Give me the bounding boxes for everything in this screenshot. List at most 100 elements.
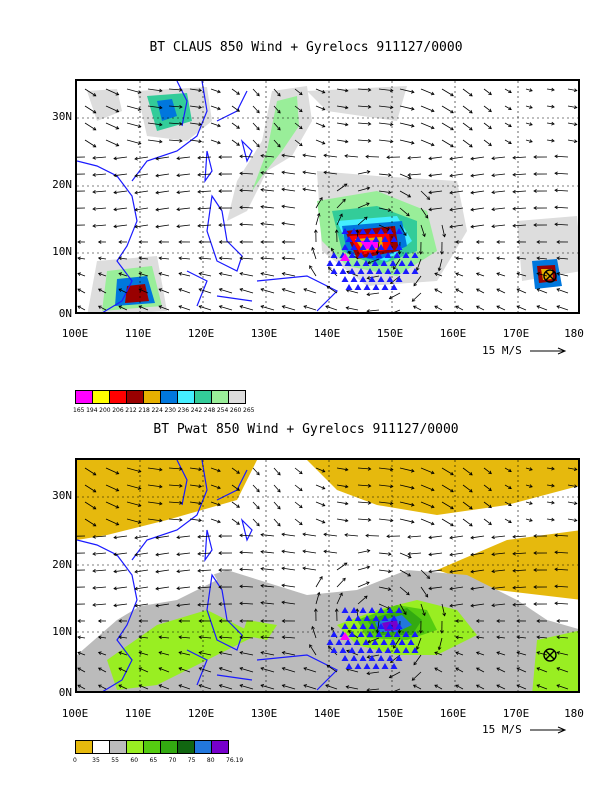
wind-arrow <box>219 272 233 277</box>
wind-arrow <box>189 518 202 521</box>
wind-arrow-head <box>551 500 555 505</box>
wind-arrow-head <box>97 272 102 276</box>
wind-arrow <box>378 122 393 125</box>
wind-arrow <box>260 172 275 175</box>
wind-arrow-head <box>424 593 429 598</box>
wind-arrow <box>399 122 414 127</box>
wind-arrow-head <box>97 684 102 688</box>
wind-arrow <box>399 552 412 558</box>
wind-arrow-head <box>470 173 474 178</box>
wind-arrow-head <box>97 288 102 292</box>
wind-arrow-head <box>155 173 159 178</box>
wind-arrow-head <box>77 305 81 309</box>
wind-arrow-head <box>92 472 97 476</box>
wind-arrow <box>556 272 569 277</box>
wind-arrow <box>239 568 254 571</box>
wind-arrow-head <box>134 603 138 608</box>
wind-arrow-head <box>134 552 138 557</box>
wind-arrow-head <box>256 143 260 148</box>
wind-arrow <box>155 173 170 177</box>
grid-lines <box>77 460 578 691</box>
wind-arrow-head <box>389 467 394 472</box>
wind-arrow <box>252 467 260 476</box>
wind-arrow-head <box>334 608 339 612</box>
gyre-location-marker <box>341 655 349 661</box>
wind-arrow <box>357 484 371 487</box>
wind-arrow-head <box>311 246 315 251</box>
wind-arrow-head <box>389 105 394 110</box>
wind-arrow-head <box>366 186 371 191</box>
wind-arrow <box>77 288 86 294</box>
wind-arrow-head <box>197 189 201 194</box>
wind-arrow <box>92 207 107 210</box>
wind-arrow <box>147 88 162 92</box>
wind-arrow-head <box>529 122 533 126</box>
wind-arrow-head <box>449 190 453 195</box>
wind-arrow <box>399 207 410 217</box>
wind-arrow <box>105 88 119 96</box>
gyre-location-marker <box>345 284 353 290</box>
wind-arrow <box>407 156 422 159</box>
colorbar-tick-label: 60 <box>130 757 139 764</box>
wind-arrow-head <box>475 619 480 623</box>
wind-arrow-head <box>198 288 203 292</box>
lat-label-0n: 0N <box>58 686 72 699</box>
wind-arrow <box>92 173 107 176</box>
lon-label-120e: 120E <box>187 327 215 340</box>
wind-arrow <box>239 172 254 175</box>
wind-arrow <box>399 501 414 506</box>
wind-arrow-head <box>179 138 183 143</box>
wind-arrow-head <box>113 586 117 591</box>
wind-arrow <box>168 88 183 91</box>
wind-arrow-head <box>556 651 561 655</box>
wind-arrow-head <box>277 522 281 527</box>
wind-arrow <box>449 586 464 590</box>
wind-arrow-head <box>410 89 415 94</box>
wind-arrow <box>231 139 240 146</box>
wind-arrow <box>491 156 506 159</box>
wind-arrow <box>491 569 506 572</box>
wind-arrow <box>126 501 141 507</box>
wind-arrow <box>113 173 128 177</box>
wind-arrow-head <box>390 690 391 691</box>
wind-arrow <box>176 190 191 193</box>
colorbar-tick-label: 80 <box>206 757 215 764</box>
wind-arrow <box>462 484 473 493</box>
wind-arrow <box>219 288 233 294</box>
wind-arrow <box>525 139 533 143</box>
wind-arrow <box>336 183 348 192</box>
wind-arrow-head <box>470 552 474 557</box>
wind-arrow-head <box>533 189 537 193</box>
wind-arrow <box>260 568 275 571</box>
wind-arrow-head <box>345 306 350 310</box>
wind-arrow-head <box>439 630 444 634</box>
wind-arrow-head <box>411 298 416 302</box>
wind-arrow-head <box>239 533 243 538</box>
wind-arrow <box>420 105 435 112</box>
wind-arrow <box>98 288 107 294</box>
wind-arrow-head <box>218 305 223 309</box>
wind-arrow <box>567 518 577 522</box>
wind-arrow-head <box>418 630 423 634</box>
wind-arrow-head <box>299 521 303 526</box>
wind-arrow <box>567 484 577 488</box>
wind-arrow-head <box>97 667 102 671</box>
colorbar-tick-label: 76.19 <box>226 757 244 764</box>
wind-arrow <box>491 207 506 210</box>
wind-arrow <box>189 105 202 108</box>
lon-label-160e: 160E <box>439 707 467 720</box>
gyre-markers <box>326 607 557 669</box>
wind-arrow-head <box>469 92 473 97</box>
wind-arrow-head <box>256 471 260 476</box>
wind-arrow-head <box>411 677 416 681</box>
wind-arrow <box>239 585 254 588</box>
wind-arrow-head <box>113 224 117 229</box>
wind-arrow <box>134 224 149 228</box>
wind-arrow-head <box>239 667 244 671</box>
lon-label-170e: 170E <box>502 327 530 340</box>
wind-arrow <box>389 292 401 300</box>
wind-arrow-head <box>469 143 473 148</box>
wind-arrow-head <box>197 206 201 211</box>
gyre-location-marker <box>345 615 353 621</box>
wind-arrow-head <box>309 265 313 269</box>
